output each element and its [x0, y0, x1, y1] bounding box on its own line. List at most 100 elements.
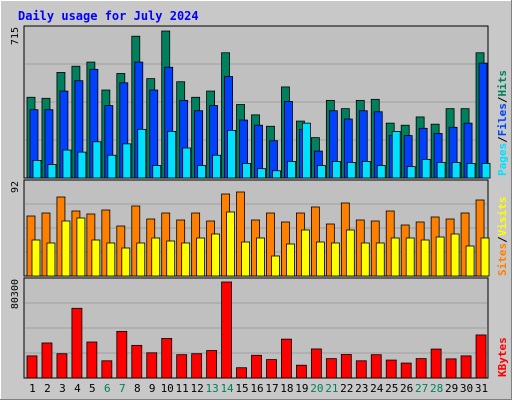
bar-pages-day-14	[227, 129, 236, 179]
legend-files: Files	[496, 103, 509, 136]
bar-pages-day-12	[197, 165, 207, 179]
bar-kbytes-day-18	[281, 338, 292, 379]
x-tick-label-day-28: 28	[430, 382, 443, 395]
bar-sites-day-15	[236, 191, 245, 277]
y-max-label-hits: 715	[10, 27, 21, 45]
bar-kbytes-day-17	[266, 359, 277, 379]
bar-kbytes-day-4	[71, 307, 83, 379]
bar-visits-day-16	[256, 237, 265, 277]
bar-visits-day-5	[91, 239, 101, 277]
bar-kbytes-day-3	[56, 353, 68, 379]
bar-pages-day-28	[436, 162, 446, 179]
x-tick-label-day-30: 30	[460, 382, 473, 395]
bar-visits-day-17	[271, 255, 280, 277]
bar-pages-day-27	[421, 158, 431, 179]
legend-separator: /	[496, 96, 509, 103]
bar-visits-day-22	[345, 229, 355, 277]
bar-kbytes-day-30	[460, 355, 472, 379]
bar-kbytes-day-13	[206, 350, 218, 379]
x-tick-label-day-27: 27	[415, 382, 428, 395]
bar-files-day-31	[478, 62, 488, 179]
x-tick-label-day-7: 7	[119, 382, 126, 395]
bar-pages-day-23	[361, 161, 371, 179]
x-tick-label-day-24: 24	[370, 382, 384, 395]
bar-kbytes-day-21	[325, 358, 337, 379]
bar-kbytes-day-20	[310, 348, 322, 379]
bar-pages-day-10	[167, 131, 177, 179]
legend-visits: Visits	[496, 197, 509, 237]
bar-kbytes-day-24	[370, 354, 382, 379]
x-tick-label-day-13: 13	[205, 382, 218, 395]
bar-visits-day-30	[465, 245, 475, 277]
bar-visits-day-12	[196, 237, 206, 277]
bar-pages-day-13	[212, 154, 222, 179]
legend-pages: Pages	[496, 143, 509, 176]
bar-kbytes-day-14	[221, 281, 232, 379]
bar-visits-day-27	[420, 239, 430, 277]
bar-kbytes-day-23	[355, 360, 367, 379]
bar-visits-day-4	[76, 217, 86, 277]
bar-kbytes-day-22	[340, 354, 352, 379]
svg-text:Pages/Files/Hits: Pages/Files/Hits	[496, 70, 509, 176]
bar-visits-day-21	[330, 242, 340, 277]
bar-kbytes-day-26	[400, 362, 412, 379]
bar-kbytes-day-29	[445, 358, 457, 379]
bar-visits-day-26	[405, 237, 415, 277]
bar-pages-day-22	[346, 162, 356, 179]
bar-visits-day-23	[360, 242, 370, 277]
bar-kbytes-day-7	[116, 330, 128, 379]
bar-sites-day-17	[266, 212, 275, 277]
bar-sites-day-8	[131, 205, 141, 277]
legend-sites-panel: Sites/Visits	[496, 197, 509, 277]
bar-pages-day-15	[242, 163, 251, 179]
bar-kbytes-day-6	[101, 360, 113, 379]
bar-visits-day-29	[450, 233, 460, 277]
x-tick-label-day-20: 20	[310, 382, 323, 395]
bar-visits-day-6	[106, 242, 116, 277]
bar-pages-day-26	[406, 166, 416, 179]
bar-files-day-9	[149, 89, 159, 179]
bar-kbytes-day-10	[161, 338, 173, 379]
y-max-label-sites: 92	[10, 181, 21, 193]
bar-pages-day-16	[257, 168, 266, 179]
bar-visits-day-7	[121, 247, 131, 277]
bar-visits-day-28	[435, 236, 445, 277]
bar-pages-day-19	[302, 122, 311, 179]
bar-pages-day-5	[92, 141, 102, 179]
x-tick-label-day-11: 11	[176, 382, 189, 395]
x-tick-label-day-15: 15	[235, 382, 248, 395]
bar-pages-day-17	[272, 170, 281, 179]
bar-pages-day-18	[287, 161, 296, 179]
x-tick-label-day-9: 9	[149, 382, 156, 395]
bar-sites-day-20	[310, 206, 320, 277]
x-tick-label-day-8: 8	[134, 382, 141, 395]
bar-kbytes-day-1	[26, 355, 38, 379]
bar-pages-day-29	[451, 162, 461, 179]
x-tick-label-day-1: 1	[29, 382, 36, 395]
svg-text:KBytes: KBytes	[496, 337, 509, 377]
bar-kbytes-day-28	[430, 348, 442, 379]
bar-visits-day-1	[31, 239, 41, 277]
bar-pages-day-20	[316, 165, 326, 179]
chart-title: Daily usage for July 2024	[18, 9, 199, 23]
x-tick-label-day-31: 31	[475, 382, 488, 395]
x-tick-label-day-10: 10	[161, 382, 174, 395]
bar-visits-day-20	[315, 241, 325, 277]
bar-kbytes-day-19	[296, 364, 307, 379]
x-tick-label-day-14: 14	[220, 382, 234, 395]
legend-separator: /	[496, 236, 509, 243]
bar-visits-day-31	[480, 237, 490, 277]
legend-kbytes-panel: KBytes	[496, 337, 509, 377]
x-tick-label-day-26: 26	[400, 382, 413, 395]
x-tick-label-day-12: 12	[191, 382, 204, 395]
legend-sites: Sites	[496, 243, 509, 276]
x-tick-label-day-19: 19	[295, 382, 308, 395]
bar-pages-day-7	[122, 143, 132, 179]
bar-pages-day-1	[32, 160, 42, 179]
x-axis-day-labels: 1 2 3 4 5 6 7 8 9 10 11 12 13 14 15 16 17 18 19 20 21 22 23 24 2…	[29, 382, 488, 395]
bar-pages-day-30	[466, 163, 476, 179]
bar-pages-day-31	[481, 163, 491, 179]
bar-pages-day-25	[391, 131, 401, 179]
bar-pages-day-4	[77, 151, 87, 179]
